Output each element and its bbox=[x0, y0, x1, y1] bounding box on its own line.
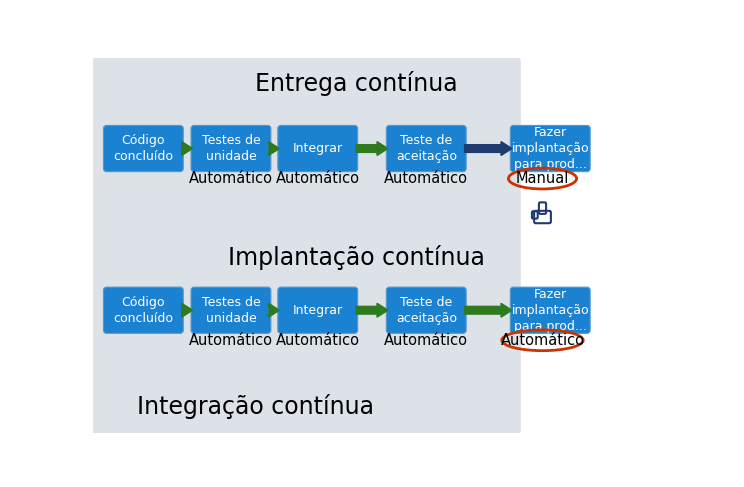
Text: Fazer
implantação
para prod...: Fazer implantação para prod... bbox=[511, 288, 589, 333]
Text: Automático: Automático bbox=[189, 171, 273, 186]
FancyBboxPatch shape bbox=[103, 126, 183, 171]
FancyBboxPatch shape bbox=[88, 53, 521, 439]
FancyBboxPatch shape bbox=[191, 126, 271, 171]
Polygon shape bbox=[182, 303, 193, 317]
Polygon shape bbox=[464, 303, 512, 317]
Polygon shape bbox=[269, 142, 280, 155]
Text: Código
concluído: Código concluído bbox=[113, 296, 173, 325]
Text: Fazer
implantação
para prod...: Fazer implantação para prod... bbox=[511, 126, 589, 171]
Text: Automático: Automático bbox=[276, 171, 360, 186]
FancyBboxPatch shape bbox=[386, 287, 466, 333]
Text: Automático: Automático bbox=[501, 333, 585, 348]
Polygon shape bbox=[182, 142, 193, 155]
FancyBboxPatch shape bbox=[510, 287, 590, 333]
Text: Entrega contínua: Entrega contínua bbox=[255, 71, 458, 95]
Text: Integração contínua: Integração contínua bbox=[137, 394, 374, 419]
FancyBboxPatch shape bbox=[191, 287, 271, 333]
Text: Testes de
unidade: Testes de unidade bbox=[202, 134, 260, 163]
Text: Testes de
unidade: Testes de unidade bbox=[202, 296, 260, 325]
Polygon shape bbox=[464, 142, 512, 155]
Text: Código
concluído: Código concluído bbox=[113, 134, 173, 163]
Text: Manual: Manual bbox=[516, 171, 569, 186]
Text: Integrar: Integrar bbox=[292, 304, 343, 317]
Polygon shape bbox=[269, 303, 280, 317]
FancyBboxPatch shape bbox=[386, 126, 466, 171]
FancyBboxPatch shape bbox=[510, 126, 590, 171]
Polygon shape bbox=[356, 303, 388, 317]
Text: Automático: Automático bbox=[384, 333, 468, 348]
Text: Teste de
aceitação: Teste de aceitação bbox=[396, 134, 457, 163]
Polygon shape bbox=[356, 142, 388, 155]
Text: Automático: Automático bbox=[384, 171, 468, 186]
FancyBboxPatch shape bbox=[278, 126, 358, 171]
Text: Automático: Automático bbox=[276, 333, 360, 348]
Text: Integrar: Integrar bbox=[292, 142, 343, 155]
Text: Implantação contínua: Implantação contínua bbox=[228, 245, 485, 270]
FancyBboxPatch shape bbox=[103, 287, 183, 333]
Text: Teste de
aceitação: Teste de aceitação bbox=[396, 296, 457, 325]
Text: Automático: Automático bbox=[189, 333, 273, 348]
FancyBboxPatch shape bbox=[278, 287, 358, 333]
